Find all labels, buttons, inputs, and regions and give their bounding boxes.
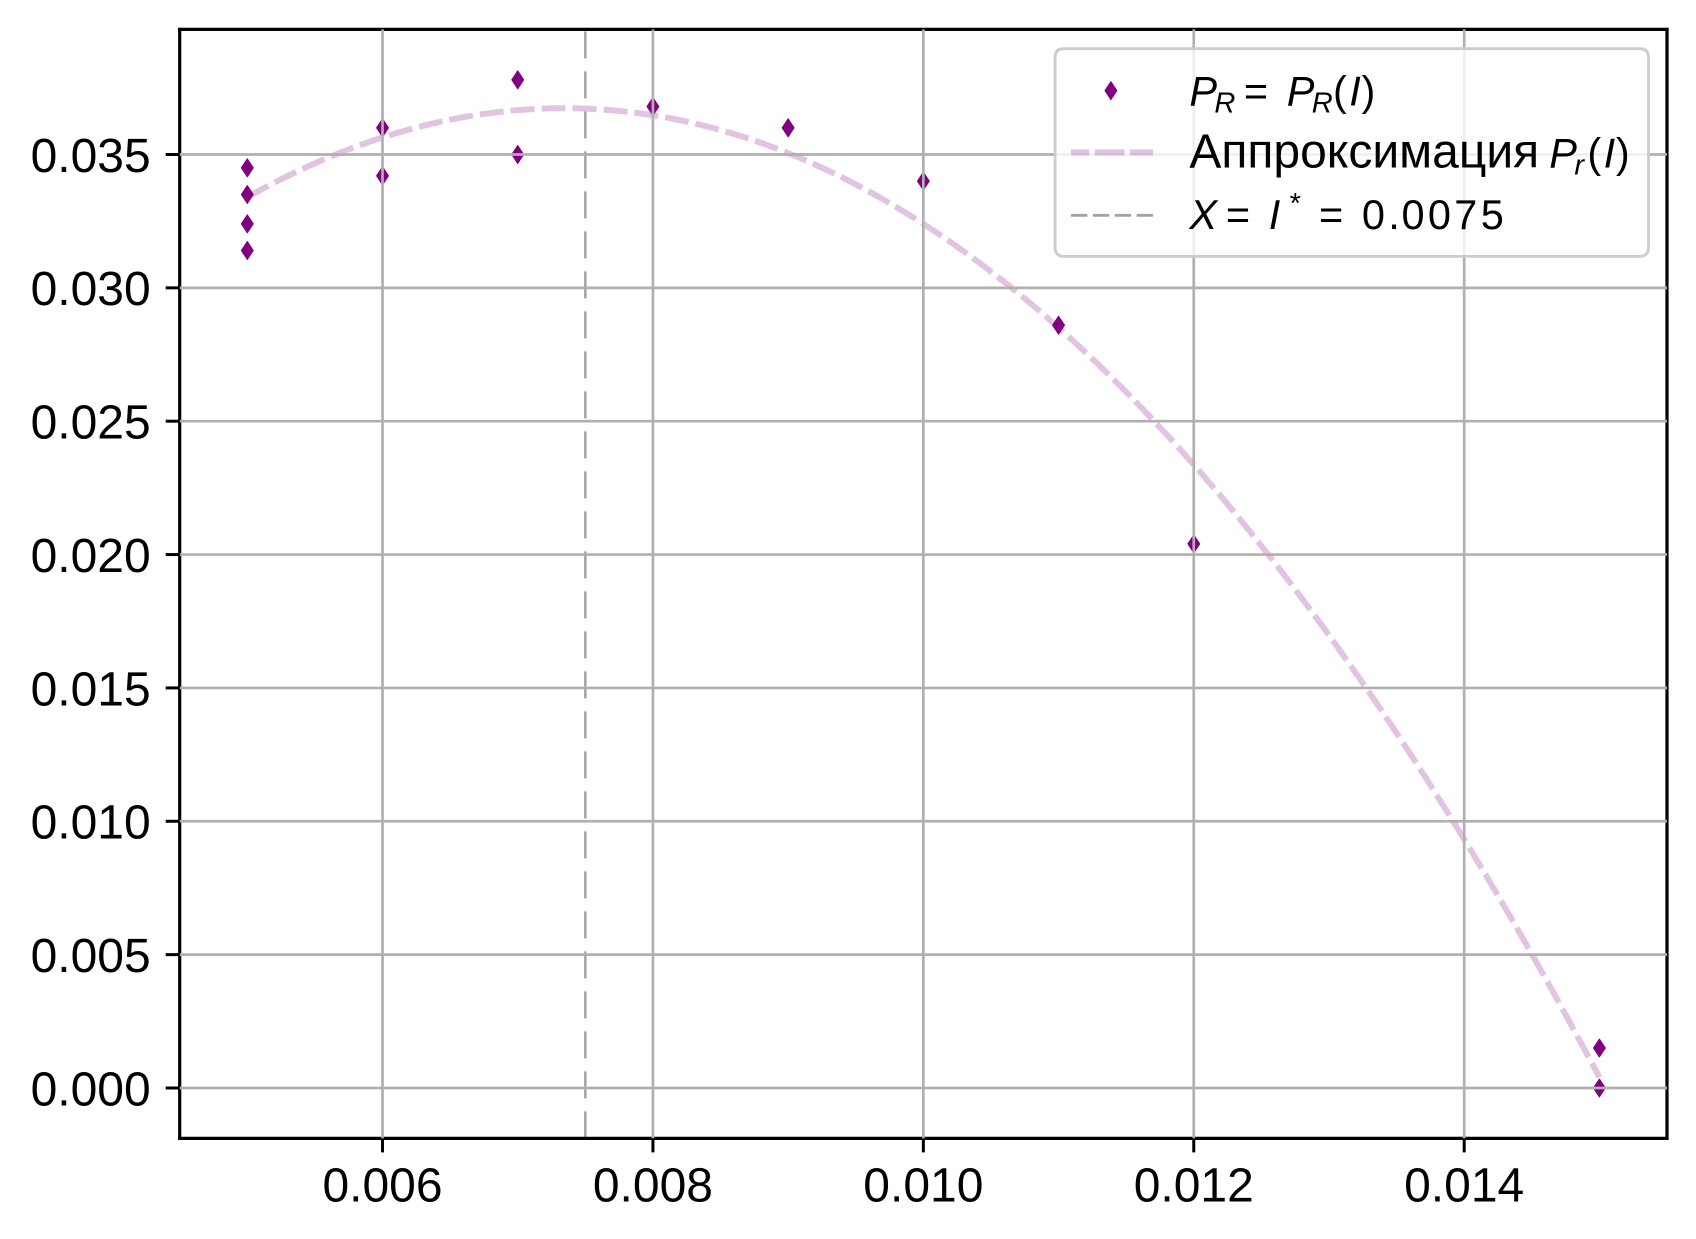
svg-text:0.012: 0.012	[1134, 1159, 1254, 1212]
svg-text:Аппроксимация: Аппроксимация	[1189, 126, 1539, 179]
svg-text:P I r ( ): P I r ( )	[1549, 129, 1629, 181]
svg-text:0.030: 0.030	[31, 263, 151, 316]
svg-text:0.025: 0.025	[31, 397, 151, 450]
svg-text:P P I R R: P P I R R = ( )	[1189, 68, 1375, 120]
svg-text:0.008: 0.008	[593, 1159, 713, 1212]
svg-text:0.010: 0.010	[863, 1159, 983, 1212]
svg-text:0.006: 0.006	[322, 1159, 442, 1212]
svg-text:0.000: 0.000	[31, 1063, 151, 1116]
svg-text:0.010: 0.010	[31, 797, 151, 850]
svg-text:X I = = 0: X I = = 0 . 0 0 7 5 *	[1188, 188, 1508, 238]
svg-text:0.020: 0.020	[31, 530, 151, 583]
svg-text:0.015: 0.015	[31, 663, 151, 716]
svg-text:0.035: 0.035	[31, 130, 151, 183]
svg-text:0.005: 0.005	[31, 930, 151, 983]
svg-text:0.014: 0.014	[1404, 1159, 1524, 1212]
